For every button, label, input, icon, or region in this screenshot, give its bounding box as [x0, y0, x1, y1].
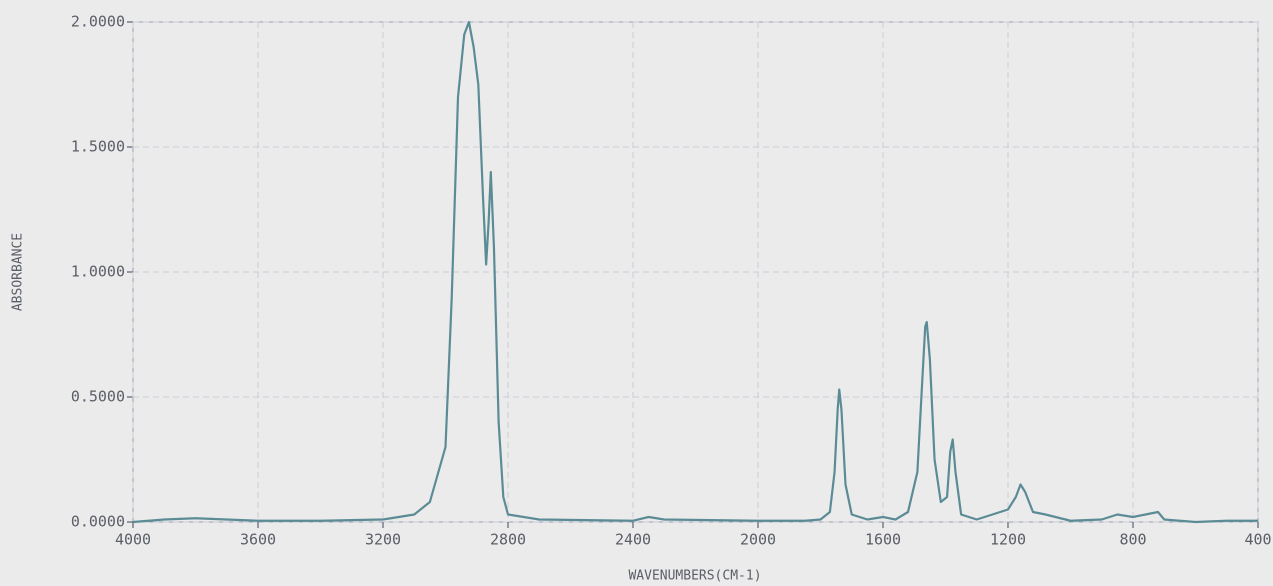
x-tick-label: 1600 — [865, 531, 901, 549]
x-axis-label: WAVENUMBERS(CM-1) — [628, 569, 761, 584]
x-tick-label: 2000 — [740, 531, 776, 549]
y-axis-label: ABSORBANCE — [11, 233, 26, 311]
y-tick-label: 1.5000 — [71, 138, 125, 156]
x-tick-label: 4000 — [115, 531, 151, 549]
y-tick-label: 0.5000 — [71, 388, 125, 406]
x-tick-label: 800 — [1119, 531, 1146, 549]
y-tick-label: 1.0000 — [71, 263, 125, 281]
x-tick-label: 3200 — [365, 531, 401, 549]
spectrum-line — [132, 20, 1258, 524]
x-tick-label: 400 — [1244, 531, 1271, 549]
x-tick-label: 3600 — [240, 531, 276, 549]
y-tick-label: 2.0000 — [71, 13, 125, 31]
x-tick-label: 2400 — [615, 531, 651, 549]
x-tick-label: 1200 — [990, 531, 1026, 549]
y-tick-label: 0.0000 — [71, 513, 125, 531]
x-tick-label: 2800 — [490, 531, 526, 549]
